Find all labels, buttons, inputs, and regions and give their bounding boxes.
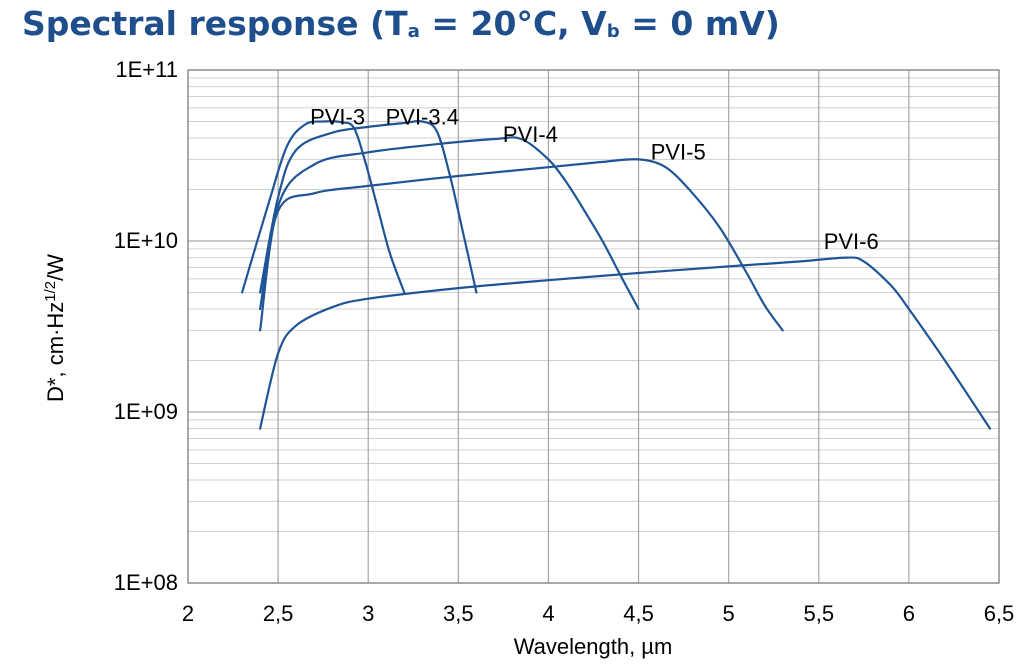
series-labels: PVI-3 PVI-3.4 PVI-4 PVI-5 PVI-6 bbox=[310, 105, 879, 254]
series-label-pvi-5: PVI-5 bbox=[651, 139, 706, 164]
series-label-pvi-3: PVI-3 bbox=[310, 105, 365, 130]
x-tick-label: 4,5 bbox=[623, 601, 654, 626]
x-tick-label: 6,5 bbox=[984, 601, 1015, 626]
y-axis-label: D*, cm·Hz1/2/W bbox=[42, 254, 68, 402]
minor-gridlines bbox=[188, 77, 999, 533]
x-tick-label: 5 bbox=[723, 601, 735, 626]
plot-border bbox=[187, 69, 1000, 584]
x-tick-label: 5,5 bbox=[803, 601, 834, 626]
series-line-pvi-3-4 bbox=[259, 119, 478, 294]
y-tick-labels: 1E+08 1E+09 1E+10 1E+11 bbox=[114, 57, 178, 595]
series-line-pvi-5 bbox=[259, 158, 784, 332]
series-line-pvi-4 bbox=[259, 136, 640, 332]
series-label-pvi-6: PVI-6 bbox=[824, 229, 879, 254]
y-tick-label: 1E+10 bbox=[114, 228, 178, 253]
y-tick-label: 1E+09 bbox=[114, 399, 178, 424]
series-curves bbox=[241, 119, 992, 430]
x-tick-label: 2 bbox=[182, 601, 194, 626]
x-tick-labels: 2 2,5 3 3,5 4 4,5 5 5,5 6 6,5 bbox=[182, 601, 1014, 626]
y-tick-label: 1E+11 bbox=[115, 57, 178, 82]
x-tick-label: 2,5 bbox=[263, 601, 294, 626]
chart-title: Spectral response (Ta = 20°C, Vb = 0 mV) bbox=[22, 4, 780, 43]
series-label-pvi-4: PVI-4 bbox=[503, 122, 558, 147]
series-label-pvi-3-4: PVI-3.4 bbox=[386, 105, 459, 130]
x-tick-label: 4 bbox=[542, 601, 554, 626]
x-tick-label: 3,5 bbox=[443, 601, 474, 626]
x-axis-label: Wavelength, µm bbox=[514, 634, 673, 659]
x-tick-label: 6 bbox=[903, 601, 915, 626]
series-line-pvi-6 bbox=[259, 256, 992, 430]
series-line-pvi-3 bbox=[241, 120, 406, 294]
y-tick-label: 1E+08 bbox=[114, 570, 178, 595]
plot-background bbox=[188, 70, 999, 583]
x-tick-label: 3 bbox=[362, 601, 374, 626]
